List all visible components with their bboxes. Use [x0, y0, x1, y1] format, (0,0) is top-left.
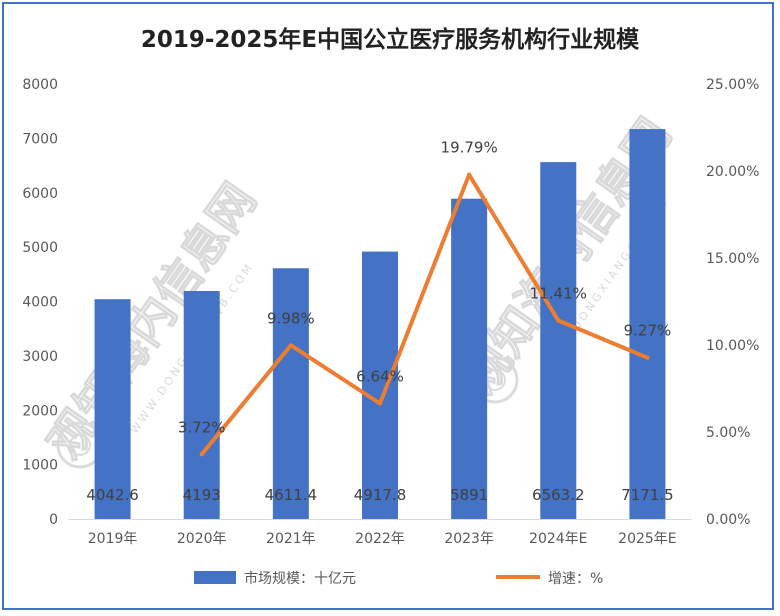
y-right-tick-label: 15.00% — [706, 251, 759, 267]
growth-data-label: 3.72% — [178, 418, 226, 436]
bar-data-label: 4917.8 — [354, 486, 407, 504]
y-right-tick-label: 0.00% — [706, 512, 750, 528]
legend-line-label: 增速：% — [548, 571, 603, 587]
bar — [94, 299, 131, 519]
bar-data-label: 7171.5 — [621, 486, 674, 504]
bar-data-label: 4042.6 — [86, 486, 139, 504]
y-left-tick-label: 5000 — [22, 240, 58, 256]
y-left-tick-label: 0 — [49, 512, 58, 528]
growth-point — [467, 172, 472, 177]
chart-title: 2019-2025年E中国公立医疗服务机构行业规模 — [141, 26, 640, 53]
growth-line — [199, 172, 650, 457]
bar-data-label: 6563.2 — [532, 486, 585, 504]
x-tick-label: 2024年E — [529, 531, 587, 547]
y-left-tick-label: 4000 — [22, 295, 58, 311]
growth-point — [288, 343, 293, 348]
growth-point — [378, 401, 382, 406]
x-tick-label: 2022年 — [355, 531, 405, 547]
y-left-tick-label: 1000 — [22, 458, 58, 474]
y-left-tick-label: 2000 — [22, 403, 58, 419]
bar-data-label: 4193 — [183, 486, 221, 504]
bar — [183, 291, 220, 519]
growth-data-label: 9.98% — [267, 309, 315, 327]
bar — [362, 251, 398, 520]
legend-bar-label: 市场规模：十亿元 — [244, 570, 356, 587]
y-left-tick-label: 6000 — [22, 186, 58, 202]
legend-bar-swatch — [194, 571, 236, 584]
watermark-text: 观知海内信息网 — [37, 173, 266, 468]
x-tick-label: 2019年 — [88, 531, 138, 547]
x-tick-label: 2021年 — [266, 531, 316, 547]
bar — [451, 198, 488, 519]
growth-point — [645, 355, 650, 360]
y-left-tick-label: 7000 — [22, 131, 58, 147]
y-left-tick-label: 3000 — [22, 349, 58, 365]
x-tick-label: 2020年 — [177, 531, 227, 547]
growth-data-label: 9.27% — [624, 322, 672, 340]
growth-point — [199, 452, 204, 457]
y-right-tick-label: 20.00% — [706, 164, 759, 180]
bar — [272, 268, 309, 519]
growth-data-label: 19.79% — [441, 139, 498, 157]
watermark-logo-inner-icon — [69, 434, 91, 456]
growth-data-label: 6.64% — [356, 367, 404, 385]
y-right-tick-label: 5.00% — [706, 425, 750, 441]
bar-data-label: 4611.4 — [265, 486, 318, 504]
growth-data-label: 11.41% — [530, 284, 587, 302]
y-left-tick-label: 8000 — [22, 77, 58, 93]
bar-data-label: 5891 — [450, 486, 488, 504]
y-right-tick-label: 25.00% — [706, 77, 759, 93]
x-tick-label: 2023年 — [444, 531, 494, 547]
growth-point — [556, 318, 561, 323]
bar — [540, 162, 577, 519]
bar — [629, 129, 666, 519]
y-right-tick-label: 10.00% — [706, 338, 759, 354]
x-tick-label: 2025年E — [618, 531, 676, 547]
